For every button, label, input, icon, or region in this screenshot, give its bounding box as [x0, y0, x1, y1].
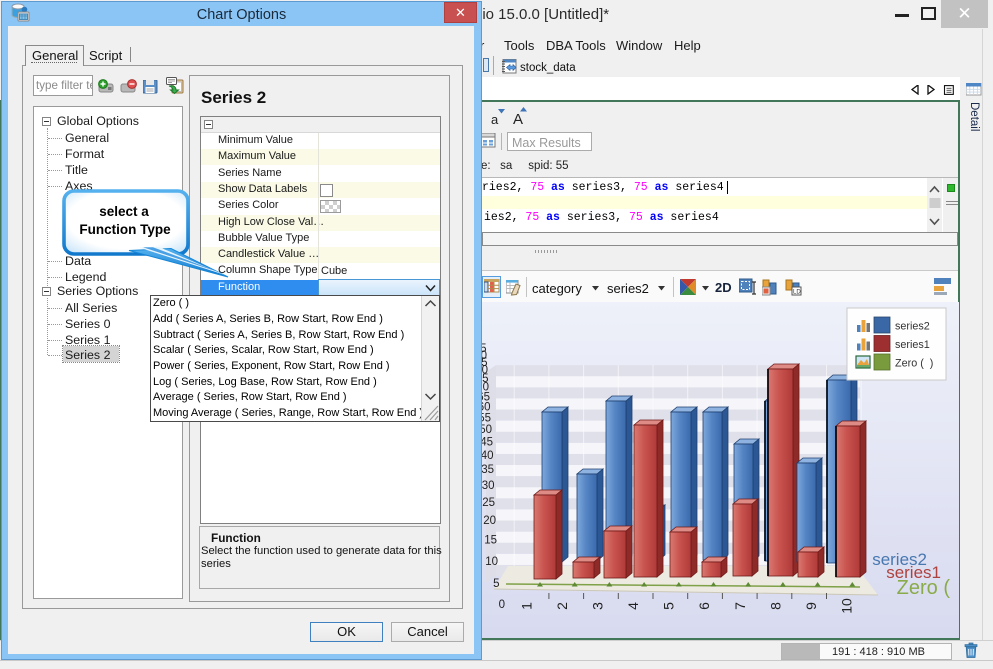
svg-text:4: 4 [625, 602, 641, 610]
svg-text:55: 55 [482, 413, 491, 425]
svg-text:5: 5 [493, 578, 499, 590]
svg-text:Zero (: Zero ( [897, 577, 951, 599]
svg-text:15: 15 [484, 535, 497, 547]
svg-text:50: 50 [482, 424, 492, 436]
svg-text:2: 2 [554, 602, 570, 610]
svg-text:series1: series1 [886, 563, 941, 582]
svg-text:25: 25 [482, 497, 495, 509]
svg-text:series1: series1 [895, 339, 930, 351]
svg-text:8: 8 [767, 602, 783, 610]
svg-text:7: 7 [732, 602, 748, 610]
svg-text:Function Type: Function Type [79, 222, 171, 237]
svg-text:65: 65 [482, 392, 490, 404]
svg-text:select a: select a [99, 204, 149, 219]
svg-text:series2: series2 [895, 321, 930, 333]
svg-text:series2: series2 [872, 550, 927, 569]
svg-text:45: 45 [482, 437, 493, 449]
svg-text:3: 3 [590, 602, 606, 610]
svg-text:60: 60 [482, 402, 491, 414]
svg-text:40: 40 [482, 450, 494, 462]
svg-text:95: 95 [482, 343, 487, 355]
svg-text:75: 75 [482, 373, 489, 385]
svg-text:10: 10 [838, 598, 854, 614]
svg-text:80: 80 [482, 365, 488, 377]
svg-text:20: 20 [483, 515, 496, 527]
svg-text:10: 10 [485, 556, 498, 568]
svg-text:9: 9 [803, 602, 819, 610]
svg-text:85: 85 [482, 357, 488, 369]
svg-text:35: 35 [482, 464, 494, 476]
svg-text:Detail: Detail [968, 102, 980, 131]
svg-text:70: 70 [482, 382, 489, 394]
svg-text:30: 30 [482, 480, 495, 492]
svg-text:0: 0 [499, 599, 505, 611]
svg-text:LD: LD [793, 290, 801, 296]
svg-text:Zero ( ): Zero ( ) [895, 358, 933, 370]
svg-text:90: 90 [482, 350, 487, 362]
svg-text:1: 1 [519, 602, 535, 610]
svg-text:6: 6 [696, 602, 712, 610]
svg-text:5: 5 [661, 602, 677, 610]
